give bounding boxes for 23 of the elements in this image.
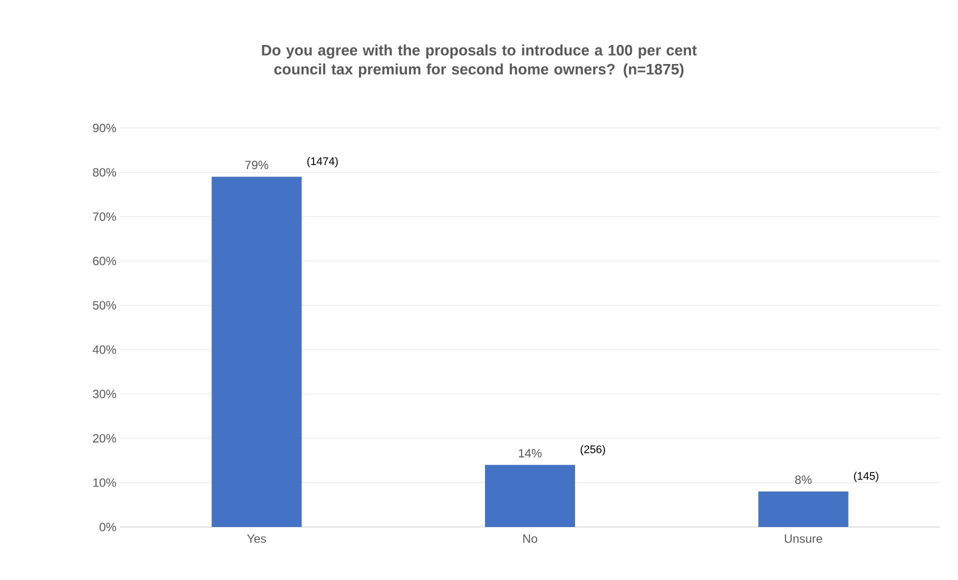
y-tick-label: 60% [93,256,116,266]
y-tick-label: 30% [92,390,116,398]
bar [758,492,848,527]
y-tick-label: 80% [92,168,116,177]
bar [212,176,302,527]
y-tick-label: 20% [93,434,116,443]
x-tick-label: Unsure [784,534,822,543]
chart-title: Do you agree with the proposals to introduce a 100 per cent council tax premium for second home owners? (n=1875) [262,44,697,78]
y-tick-label: 50% [92,301,116,310]
data-label: 14% [518,448,542,458]
y-tick-label: 0% [100,522,116,532]
annotation: (1474) [307,156,338,168]
annotation: (256) [580,445,605,456]
y-tick-label: 40% [92,345,116,354]
annotation: (145) [854,472,878,482]
bar [485,464,575,527]
data-label: 8% [795,475,812,484]
y-tick-label: 10% [93,478,116,487]
x-tick-label: No [523,534,538,543]
x-tick-label: Yes [247,534,266,543]
data-label: 79% [245,160,268,170]
y-tick-label: 70% [93,212,116,221]
y-tick-label: 90% [93,124,116,132]
